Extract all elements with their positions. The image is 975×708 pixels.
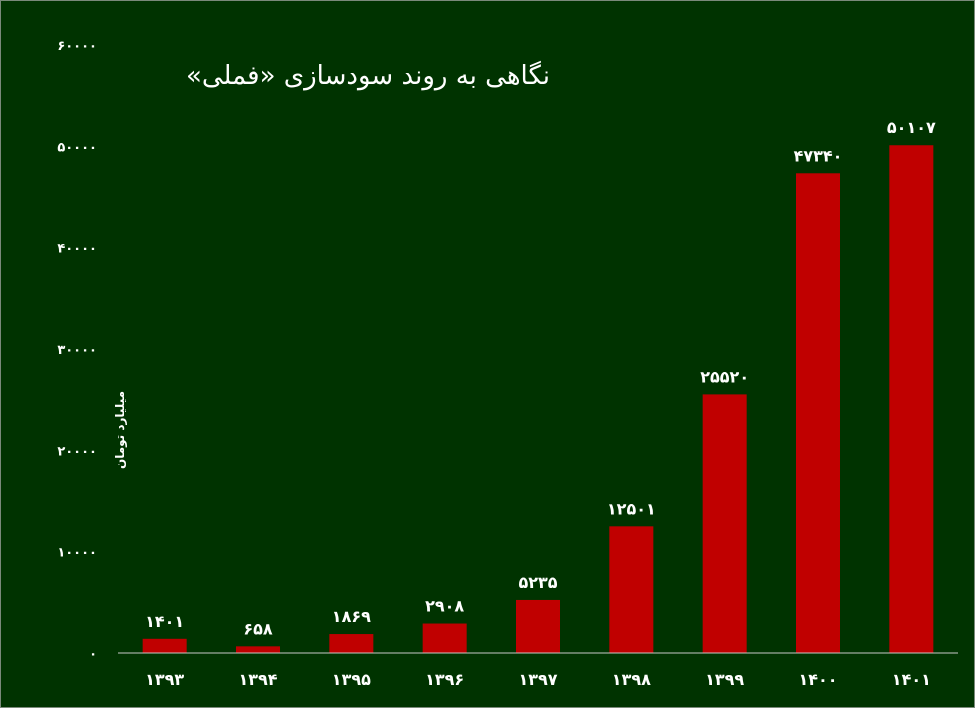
data-label: ۱۸۶۹ [332, 607, 371, 626]
y-tick-label: ۲۰۰۰۰ [57, 444, 97, 459]
bar [329, 634, 374, 653]
x-axis: ۱۳۹۳ ۱۳۹۴ ۱۳۹۵ ۱۳۹۶ ۱۳۹۷ ۱۳۹۸ ۱۳۹۹ ۱۴۰۰ ۱۴۰۱ [145, 670, 931, 689]
data-label: ۲۹۰۸ [425, 597, 464, 616]
x-tick-label: ۱۳۹۵ [332, 670, 371, 689]
data-label: ۱۲۵۰۱ [607, 499, 656, 518]
y-tick-label: ۰ [89, 647, 97, 662]
data-label: ۴۷۳۴۰ [794, 146, 843, 165]
x-tick-label: ۱۳۹۶ [425, 670, 464, 689]
x-tick-label: ۱۳۹۸ [612, 670, 651, 689]
bar [796, 173, 840, 653]
y-tick-label: ۶۰۰۰۰ [57, 39, 97, 54]
data-label: ۵۰۱۰۷ [887, 118, 936, 137]
y-tick-label: ۵۰۰۰۰ [57, 140, 97, 155]
data-label: ۵۲۳۵ [518, 573, 557, 592]
bar [889, 145, 934, 653]
x-tick-label: ۱۳۹۷ [518, 670, 557, 689]
y-axis: ۰ ۱۰۰۰۰ ۲۰۰۰۰ ۳۰۰۰۰ ۴۰۰۰۰ ۵۰۰۰۰ ۶۰۰۰۰ [57, 39, 97, 662]
x-tick-label: ۱۳۹۳ [145, 670, 184, 689]
y-tick-label: ۳۰۰۰۰ [57, 343, 97, 358]
bars [142, 145, 934, 653]
bar [516, 599, 560, 653]
y-axis-label: میلیارد تومان [113, 391, 128, 469]
y-tick-label: ۴۰۰۰۰ [57, 242, 97, 257]
data-label: ۱۴۰۱ [145, 612, 184, 631]
bar [422, 623, 467, 653]
bar [236, 646, 280, 653]
data-label: ۲۵۵۲۰ [700, 367, 749, 386]
bar [702, 394, 747, 653]
chart-title: نگاهی به روند سودسازی «فملی» [186, 60, 550, 91]
x-tick-label: ۱۳۹۴ [238, 670, 277, 689]
x-tick-label: ۱۴۰۱ [892, 670, 931, 689]
data-label: ۶۵۸ [243, 619, 273, 638]
data-labels: ۱۴۰۱ ۶۵۸ ۱۸۶۹ ۲۹۰۸ ۵۲۳۵ ۱۲۵۰۱ ۲۵۵۲۰ ۴۷۳۴۰ ۵۰۱۰۷ [145, 118, 936, 638]
bar [609, 526, 654, 653]
x-tick-label: ۱۴۰۰ [798, 670, 837, 689]
y-tick-label: ۱۰۰۰۰ [57, 546, 97, 561]
x-tick-label: ۱۳۹۹ [705, 670, 744, 689]
bar [142, 638, 187, 653]
